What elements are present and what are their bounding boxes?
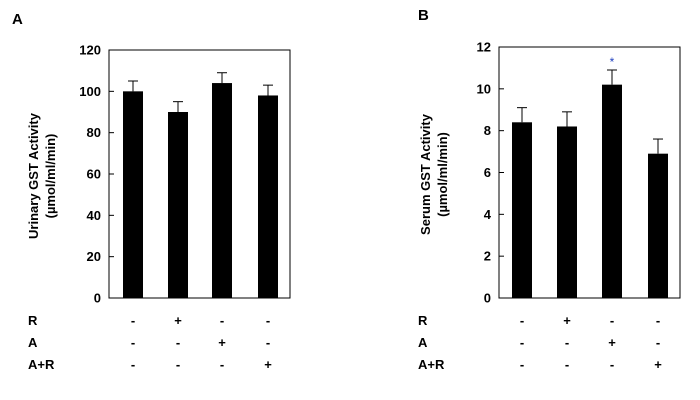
y-tick-label: 100 [79, 84, 101, 99]
treatment-symbol: - [656, 335, 660, 350]
treatment-symbol: - [520, 335, 524, 350]
y-tick-label: 0 [94, 291, 101, 306]
y-tick-label: 40 [87, 208, 101, 223]
y-tick-label: 4 [484, 207, 492, 222]
treatment-symbol: - [176, 357, 180, 372]
y-tick-label: 80 [87, 125, 101, 140]
treatment-symbol: - [220, 313, 224, 328]
treatment-symbol: - [610, 313, 614, 328]
y-tick-label: 20 [87, 249, 101, 264]
y-tick-label: 2 [484, 249, 491, 264]
treatment-label-r: R [418, 313, 428, 328]
y-tick-label: 6 [484, 165, 491, 180]
treatment-symbol: + [218, 335, 226, 350]
treatment-symbol: + [174, 313, 182, 328]
bar-control [123, 91, 143, 298]
y-axis-title: Serum GST Activity [418, 113, 433, 235]
y-tick-label: 10 [477, 81, 491, 96]
treatment-symbol: + [654, 357, 662, 372]
y-axis-units: (µmol/ml/min) [435, 132, 450, 217]
treatment-symbol: - [656, 313, 660, 328]
significance-marker: * [610, 55, 615, 69]
bar-control [512, 122, 532, 298]
treatment-symbol: - [176, 335, 180, 350]
treatment-symbol: + [608, 335, 616, 350]
panel-label-a: A [12, 11, 23, 28]
y-tick-label: 120 [79, 43, 101, 58]
bar-a [602, 84, 622, 299]
treatment-symbol: - [266, 335, 270, 350]
treatment-symbol: - [520, 357, 524, 372]
treatment-symbol: + [264, 357, 272, 372]
y-axis-title: Urinary GST Activity [26, 112, 41, 239]
treatment-symbol: - [131, 313, 135, 328]
panel-label-b: B [418, 7, 429, 24]
treatment-symbol: - [266, 313, 270, 328]
treatment-label-a: A [28, 335, 38, 350]
y-tick-label: 8 [484, 123, 491, 138]
treatment-symbol: - [565, 335, 569, 350]
treatment-label-aplusr: A+R [28, 357, 55, 372]
treatment-symbol: - [131, 335, 135, 350]
treatment-symbol: - [520, 313, 524, 328]
y-tick-label: 12 [477, 40, 491, 55]
treatment-symbol: - [610, 357, 614, 372]
treatment-symbol: + [563, 313, 571, 328]
treatment-symbol: - [220, 357, 224, 372]
bar-r [557, 126, 577, 298]
treatment-label-r: R [28, 313, 38, 328]
treatment-symbol: - [131, 357, 135, 372]
bar-aplusr [648, 153, 668, 298]
bar-r [168, 112, 188, 298]
y-tick-label: 0 [484, 291, 491, 306]
treatment-label-a: A [418, 335, 428, 350]
treatment-label-aplusr: A+R [418, 357, 445, 372]
y-axis-units: (µmol/ml/min) [43, 134, 58, 219]
treatment-symbol: - [565, 357, 569, 372]
bar-a [212, 83, 232, 298]
bar-aplusr [258, 95, 278, 298]
y-tick-label: 60 [87, 167, 101, 182]
